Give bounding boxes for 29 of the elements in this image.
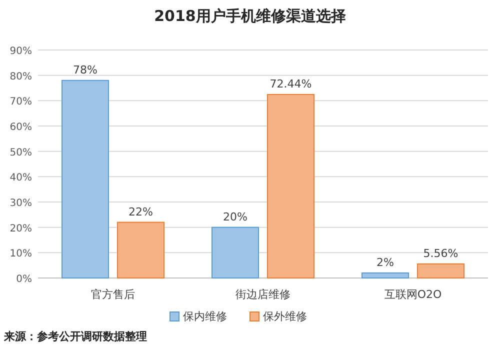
x-tick-label: 街边店维修: [236, 288, 290, 301]
data-label: 72.44%: [270, 77, 312, 90]
bar: [117, 222, 164, 278]
y-tick-label: 40%: [10, 172, 32, 184]
x-tick-label: 互联网O2O: [384, 288, 442, 301]
bar: [212, 226, 259, 278]
x-tick-label: 官方售后: [91, 288, 135, 301]
chart-title: 2018用户手机维修渠道选择: [154, 7, 346, 25]
bar: [362, 272, 409, 278]
bar: [62, 80, 109, 278]
y-tick-label: 10%: [10, 248, 32, 260]
bar: [417, 263, 464, 278]
y-tick-label: 50%: [10, 147, 32, 158]
bar: [267, 94, 314, 278]
data-label: 5.56%: [423, 246, 458, 260]
data-label: 22%: [128, 205, 153, 218]
y-tick-label: 30%: [10, 198, 32, 209]
data-label: 20%: [223, 210, 248, 224]
y-tick-label: 20%: [10, 223, 32, 234]
y-tick-label: 80%: [10, 71, 32, 82]
y-tick-label: 0%: [16, 274, 32, 285]
source-note: 来源：参考公开调研数据整理: [3, 330, 147, 343]
legend-label: 保内维修: [183, 310, 227, 323]
data-label: 78%: [73, 63, 98, 76]
legend-label: 保外维修: [263, 310, 307, 323]
y-tick-label: 60%: [10, 122, 32, 133]
y-tick-label: 70%: [10, 96, 32, 108]
data-label: 2%: [376, 256, 394, 269]
y-tick-label: 90%: [10, 46, 32, 57]
